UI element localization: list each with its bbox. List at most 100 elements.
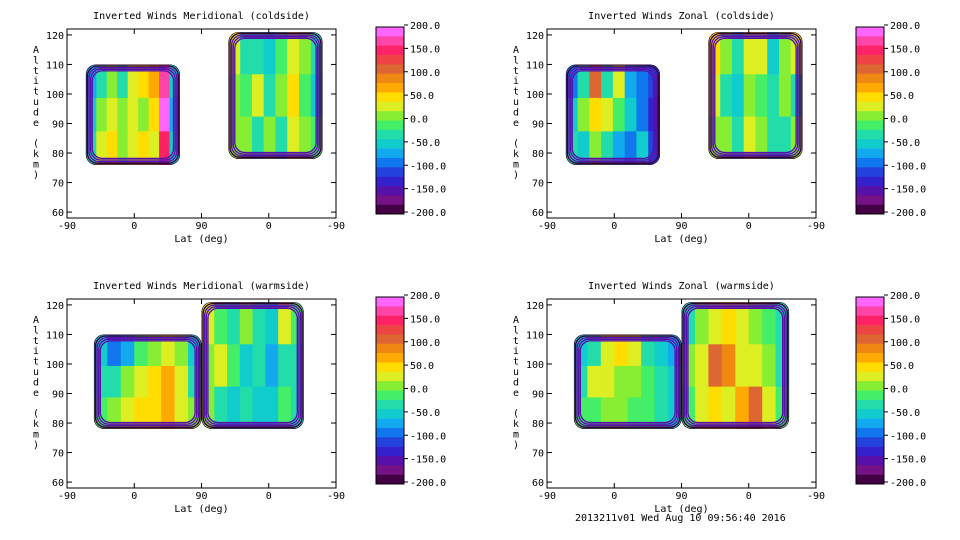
colorbar-swatch	[376, 55, 404, 65]
colorbar-swatch	[856, 306, 884, 316]
colorbar-swatch	[376, 315, 404, 326]
colorbar-swatch	[376, 399, 404, 410]
colorbar-swatch	[856, 27, 884, 37]
colorbar-swatch	[376, 325, 404, 335]
colorbar-swatch	[376, 157, 404, 168]
panel-meridional-warmside: Inverted Winds Meridional (warmside) -90 0…	[0, 270, 480, 540]
colorbar-swatch	[856, 371, 884, 382]
colorbar-swatch	[856, 343, 884, 354]
data-cell	[654, 397, 669, 429]
data-cell	[721, 301, 736, 345]
contour-line	[683, 304, 787, 427]
data-cell	[117, 97, 129, 132]
colorbar-tick-label: 200.0	[890, 291, 920, 302]
data-cell	[735, 344, 750, 388]
x-tick-label: 90	[675, 491, 687, 502]
colorbar-swatch	[856, 45, 884, 56]
data-cell	[127, 131, 139, 165]
data-cell	[614, 334, 629, 367]
colorbar-swatch	[856, 390, 884, 401]
colorbar-swatch	[376, 474, 404, 485]
data-cell	[251, 116, 265, 159]
colorbar-tick-label: -50.0	[410, 138, 440, 149]
y-tick-label: 100	[46, 90, 64, 101]
colorbar-swatch	[376, 465, 404, 475]
contour-line	[96, 336, 199, 427]
data-cell	[147, 334, 162, 367]
colorbar-tick-label: -50.0	[890, 138, 920, 149]
colorbar-swatch	[856, 120, 884, 131]
y-tick-label: 80	[52, 149, 64, 160]
colorbar-swatch	[856, 73, 884, 84]
chart-title: Inverted Winds Zonal (coldside)	[588, 11, 775, 22]
colorbar-swatch	[856, 409, 884, 419]
chart-svg: Inverted Winds Meridional (warmside) -90 0…	[33, 281, 446, 515]
colorbar-swatch	[856, 353, 884, 363]
colorbar-swatch	[376, 73, 404, 84]
colorbar-swatch	[376, 27, 404, 37]
colorbar-swatch	[856, 455, 884, 466]
data-cell	[148, 131, 160, 165]
contour-line	[566, 65, 660, 164]
data-cell	[214, 386, 228, 429]
colorbar-swatch	[856, 297, 884, 307]
x-tick-label: -90	[807, 491, 825, 502]
data-cell	[587, 365, 602, 398]
colorbar-swatch	[376, 390, 404, 401]
colorbar-swatch	[856, 157, 884, 168]
y-tick-label: 110	[46, 60, 64, 71]
colorbar-tick-label: 0.0	[410, 115, 428, 126]
data-cell	[174, 334, 189, 367]
chart-title: Inverted Winds Meridional (warmside)	[93, 281, 310, 292]
x-tick-label: -90	[58, 221, 76, 232]
data-region	[573, 334, 682, 429]
y-tick-label: 70	[532, 449, 544, 460]
colorbar-swatch	[856, 36, 884, 46]
data-cell	[589, 64, 602, 99]
data-cell	[755, 31, 768, 75]
x-tick-label: -90	[327, 491, 345, 502]
y-tick-label: 60	[532, 208, 544, 219]
contour-line	[577, 338, 678, 425]
data-cell	[120, 397, 135, 429]
x-tick-label: -90	[327, 221, 345, 232]
data-cell	[708, 386, 723, 429]
data-region	[681, 301, 790, 429]
data-cell	[600, 365, 615, 398]
data-cell	[636, 97, 649, 132]
data-cell	[627, 334, 642, 367]
data-cell	[762, 386, 777, 429]
colorbar-swatch	[856, 185, 884, 196]
data-cell	[720, 74, 733, 118]
colorbar-swatch	[856, 437, 884, 447]
data-cell	[748, 386, 763, 429]
colorbar-swatch	[856, 362, 884, 373]
colorbar-swatch	[376, 455, 404, 466]
data-cell	[252, 301, 266, 345]
colorbar-tick-label: 50.0	[890, 91, 914, 102]
data-cell	[106, 64, 118, 99]
colorbar-swatch	[376, 148, 404, 159]
y-tick-label: 100	[526, 90, 544, 101]
colorbar-swatch	[376, 111, 404, 121]
colorbar-tick-label: 50.0	[410, 361, 434, 372]
data-cell	[577, 64, 590, 99]
x-tick-label: -90	[538, 491, 556, 502]
data-cell	[278, 344, 292, 388]
contour-line	[94, 335, 201, 429]
colorbar-swatch	[376, 418, 404, 429]
x-tick-label: 0	[611, 491, 617, 502]
colorbar-swatch	[376, 120, 404, 131]
data-region	[85, 64, 180, 165]
colorbar-tick-label: -200.0	[890, 208, 926, 219]
contour-line	[91, 70, 175, 160]
data-cell	[614, 365, 629, 398]
colorbar-swatch	[856, 381, 884, 391]
colorbar-swatch	[856, 129, 884, 140]
data-cell	[743, 31, 756, 75]
data-cell	[263, 116, 276, 159]
colorbar-tick-label: -200.0	[410, 208, 446, 219]
data-cell	[275, 74, 288, 118]
